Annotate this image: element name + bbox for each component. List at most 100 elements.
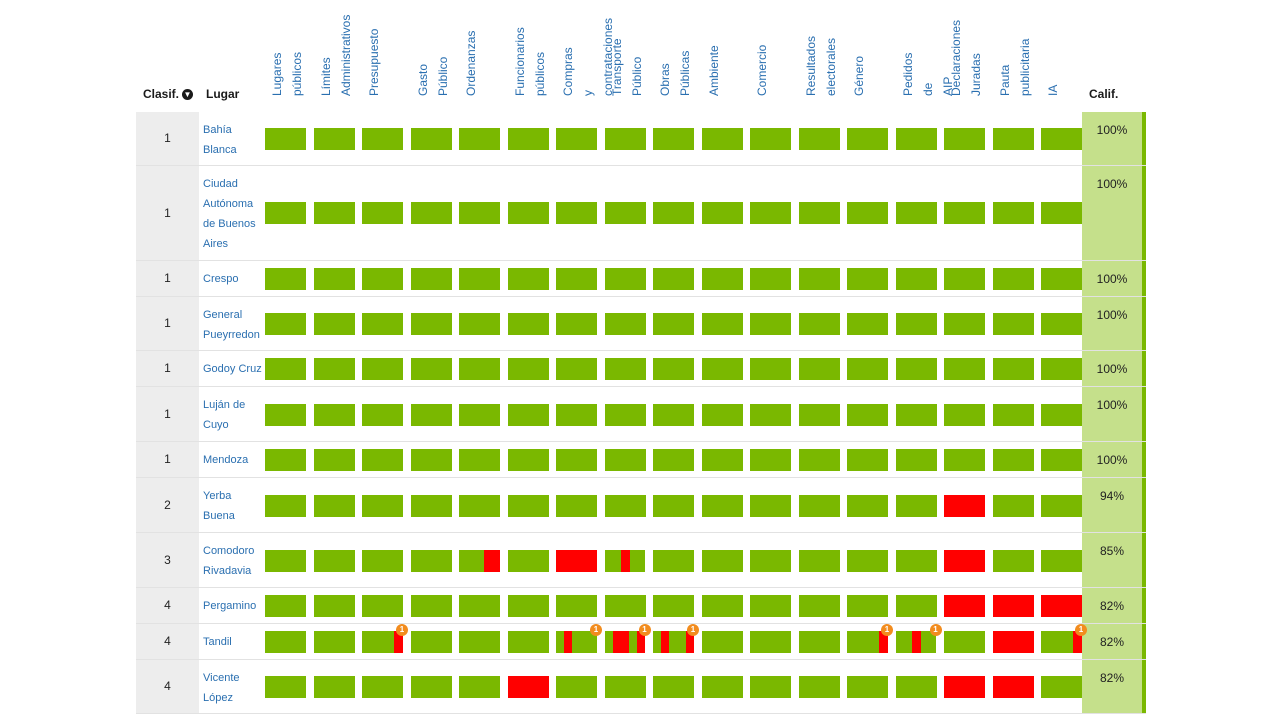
- status-bar[interactable]: [556, 403, 597, 426]
- status-bar[interactable]: [944, 268, 985, 290]
- status-bar[interactable]: [701, 494, 743, 517]
- status-bar[interactable]: [1041, 128, 1082, 150]
- status-bar[interactable]: [847, 494, 888, 517]
- status-bar[interactable]: [459, 268, 500, 290]
- status-bar[interactable]: [410, 128, 452, 150]
- status-bar[interactable]: [992, 549, 1034, 572]
- status-bar[interactable]: [507, 449, 549, 471]
- status-bar[interactable]: [410, 549, 452, 572]
- info-badge-icon[interactable]: 1: [1075, 624, 1087, 636]
- status-bar[interactable]: [895, 449, 937, 471]
- info-badge-icon[interactable]: 1: [929, 624, 942, 636]
- status-bar[interactable]: [798, 358, 840, 380]
- status-bar[interactable]: [362, 202, 403, 224]
- status-bar[interactable]: [750, 631, 791, 653]
- status-bar[interactable]: [556, 494, 597, 517]
- status-bar[interactable]: [895, 549, 937, 572]
- status-bar[interactable]: [750, 549, 791, 572]
- status-bar[interactable]: [265, 631, 306, 653]
- status-bar[interactable]: [362, 449, 403, 471]
- column-header-12[interactable]: Género: [849, 56, 869, 96]
- status-bar[interactable]: [556, 313, 597, 335]
- status-bar[interactable]: [459, 313, 500, 335]
- status-bar[interactable]: [798, 549, 840, 572]
- status-bar[interactable]: [556, 268, 597, 290]
- status-bar[interactable]: [798, 202, 840, 224]
- column-header-3[interactable]: Gasto Público: [413, 57, 453, 96]
- status-bar[interactable]: [653, 128, 694, 150]
- status-bar[interactable]: [362, 595, 403, 617]
- status-bar[interactable]: [362, 313, 403, 335]
- status-bar[interactable]: [507, 403, 549, 426]
- status-bar[interactable]: [507, 268, 549, 290]
- place-link[interactable]: Pergamino: [203, 600, 257, 612]
- status-bar[interactable]: [265, 549, 306, 572]
- status-bar[interactable]: [750, 494, 791, 517]
- status-bar[interactable]: [944, 449, 985, 471]
- place-link[interactable]: Yerba Buena: [203, 490, 235, 522]
- status-bar[interactable]: [944, 128, 985, 150]
- status-bar[interactable]: [1041, 631, 1082, 653]
- status-bar[interactable]: [410, 631, 452, 653]
- info-badge-icon[interactable]: 1: [638, 624, 651, 636]
- place-header[interactable]: Lugar: [206, 87, 240, 101]
- status-bar[interactable]: [653, 358, 694, 380]
- status-bar[interactable]: [604, 494, 646, 517]
- status-bar[interactable]: [944, 202, 985, 224]
- place-link[interactable]: Bahía Blanca: [203, 124, 237, 156]
- status-bar[interactable]: [313, 494, 355, 517]
- status-bar[interactable]: [895, 595, 937, 617]
- status-bar[interactable]: [507, 595, 549, 617]
- column-header-7[interactable]: Transporte Público: [607, 38, 647, 96]
- status-bar[interactable]: [459, 631, 500, 653]
- info-badge-icon[interactable]: 1: [687, 624, 699, 636]
- status-bar[interactable]: [313, 268, 355, 290]
- status-bar[interactable]: [313, 676, 355, 698]
- status-bar[interactable]: [604, 449, 646, 471]
- column-header-0[interactable]: Lugares públicos: [267, 52, 307, 96]
- status-bar[interactable]: [701, 268, 743, 290]
- place-link[interactable]: Vicente López: [203, 672, 240, 704]
- place-link[interactable]: General Pueyrredon: [203, 309, 260, 341]
- column-header-11[interactable]: Resultados electorales: [801, 36, 841, 96]
- place-link[interactable]: Godoy Cruz: [203, 363, 262, 375]
- status-bar[interactable]: [507, 676, 549, 698]
- status-bar[interactable]: [750, 128, 791, 150]
- status-bar[interactable]: [362, 494, 403, 517]
- status-bar[interactable]: [362, 268, 403, 290]
- status-bar[interactable]: [847, 449, 888, 471]
- status-bar[interactable]: [410, 449, 452, 471]
- status-bar[interactable]: [992, 449, 1034, 471]
- status-bar[interactable]: [798, 676, 840, 698]
- status-bar[interactable]: [410, 313, 452, 335]
- status-bar[interactable]: [459, 358, 500, 380]
- status-bar[interactable]: [556, 676, 597, 698]
- status-bar[interactable]: [556, 631, 597, 653]
- status-bar[interactable]: [847, 403, 888, 426]
- status-bar[interactable]: [604, 202, 646, 224]
- status-bar[interactable]: [798, 313, 840, 335]
- status-bar[interactable]: [895, 128, 937, 150]
- status-bar[interactable]: [750, 268, 791, 290]
- status-bar[interactable]: [410, 268, 452, 290]
- status-bar[interactable]: [944, 403, 985, 426]
- status-bar[interactable]: [798, 128, 840, 150]
- status-bar[interactable]: [265, 595, 306, 617]
- status-bar[interactable]: [459, 549, 500, 572]
- status-bar[interactable]: [847, 358, 888, 380]
- status-bar[interactable]: [847, 595, 888, 617]
- info-badge-icon[interactable]: 1: [590, 624, 602, 636]
- status-bar[interactable]: [944, 549, 985, 572]
- status-bar[interactable]: [653, 202, 694, 224]
- status-bar[interactable]: [653, 595, 694, 617]
- status-bar[interactable]: [410, 403, 452, 426]
- column-header-1[interactable]: Límites Administrativos: [316, 15, 356, 96]
- status-bar[interactable]: [459, 676, 500, 698]
- grade-header[interactable]: Calif.: [1089, 87, 1119, 101]
- status-bar[interactable]: [362, 549, 403, 572]
- status-bar[interactable]: [653, 313, 694, 335]
- status-bar[interactable]: [653, 631, 694, 653]
- status-bar[interactable]: [313, 595, 355, 617]
- status-bar[interactable]: [1041, 676, 1082, 698]
- status-bar[interactable]: [1041, 449, 1082, 471]
